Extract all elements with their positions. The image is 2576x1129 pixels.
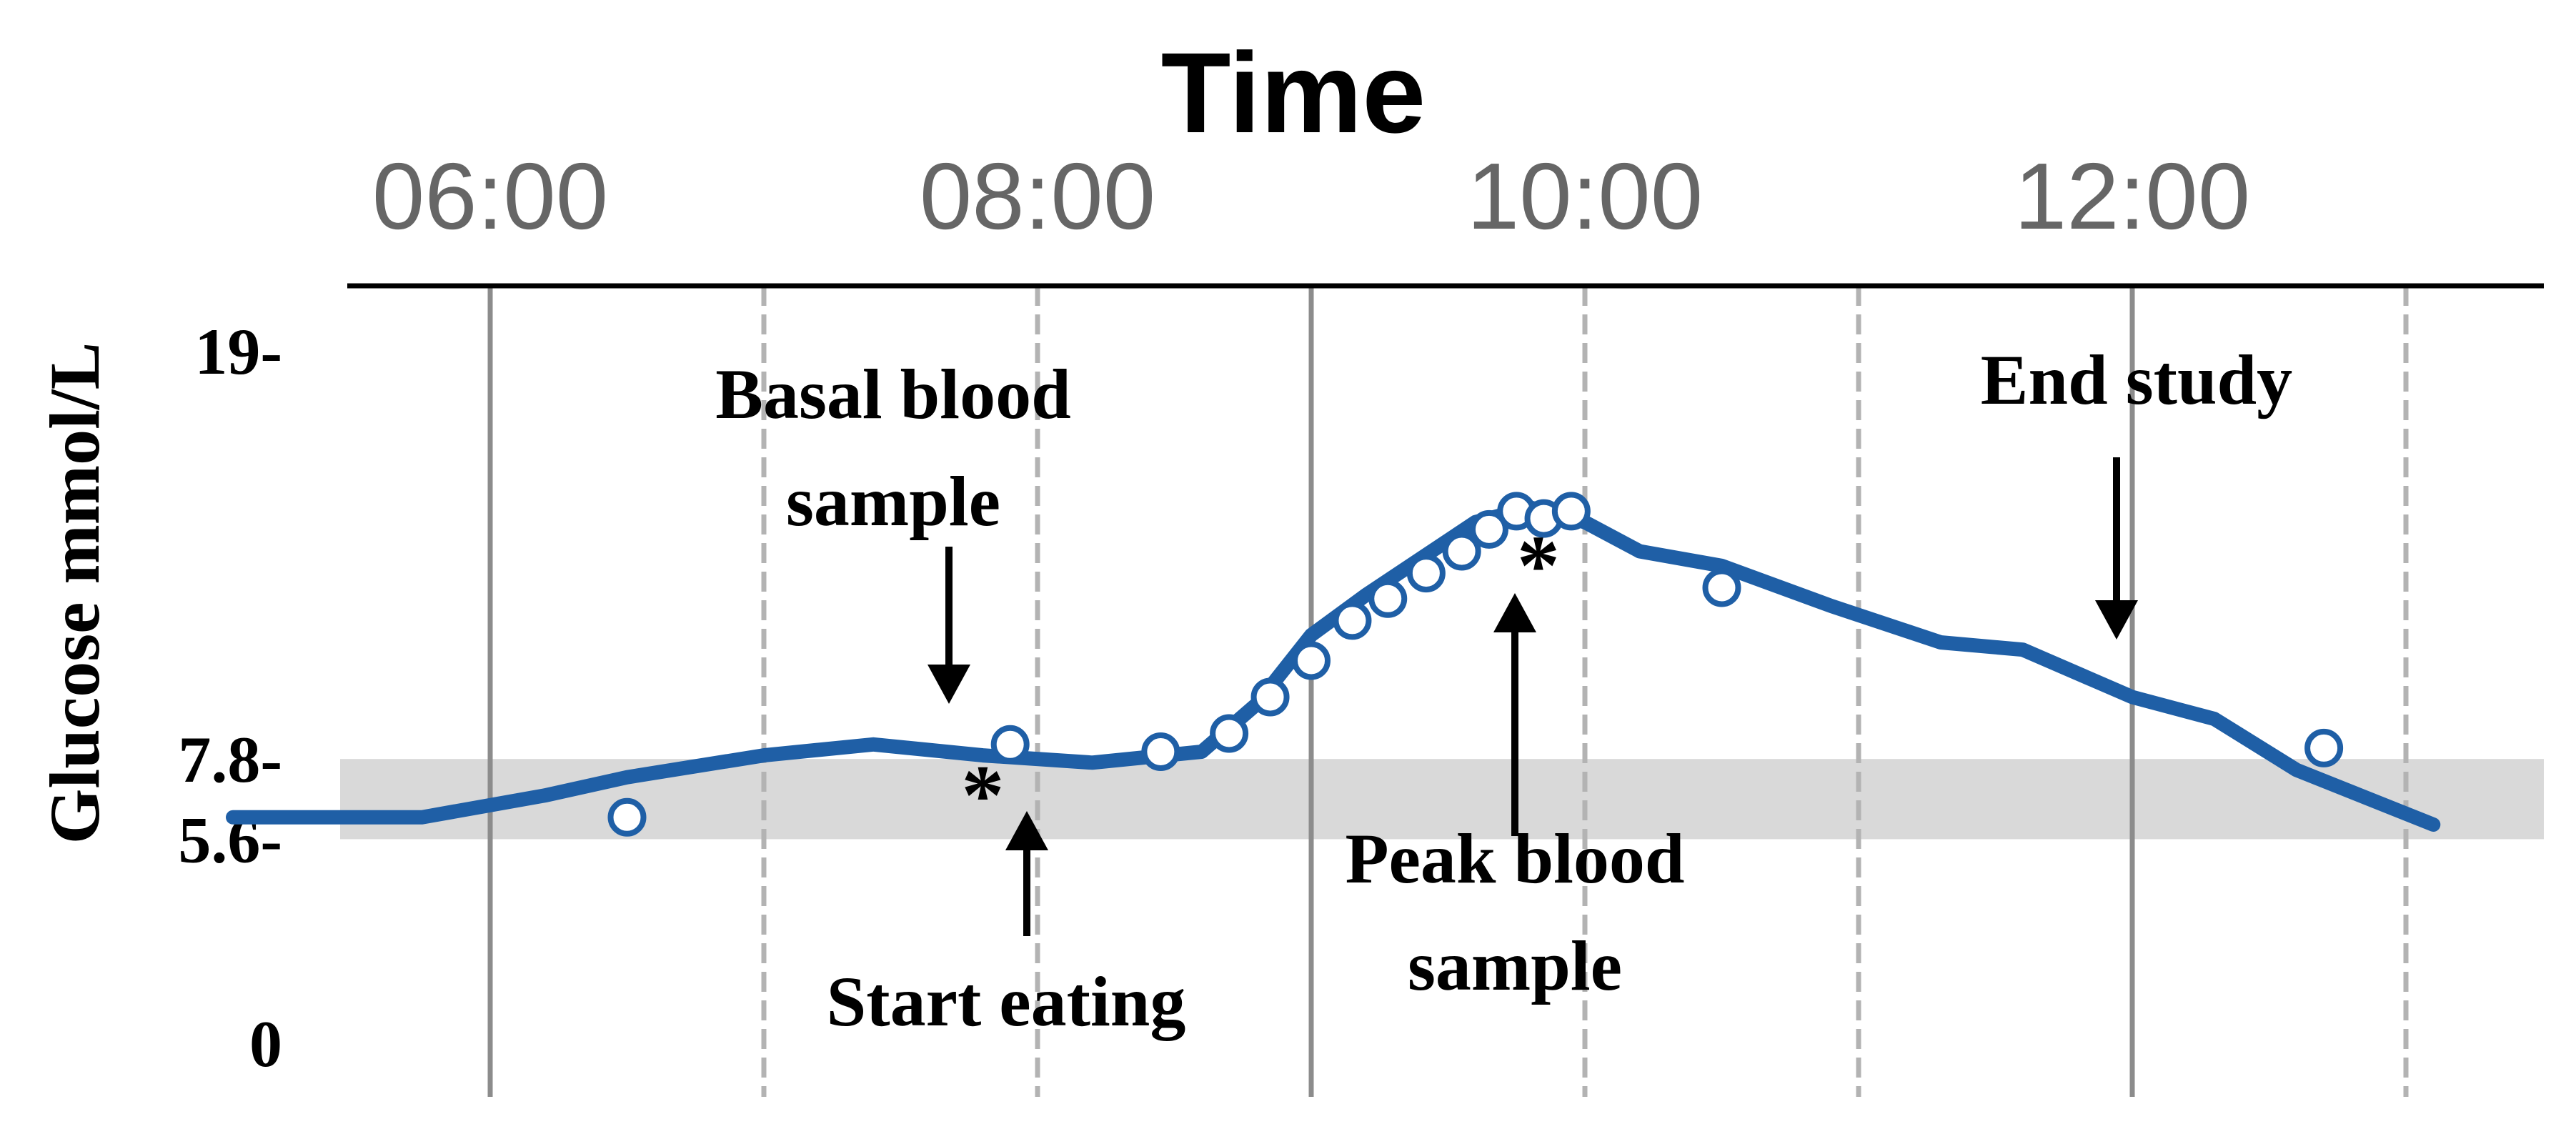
down-arrow-icon <box>928 665 970 704</box>
y-tick-label: 19- <box>194 315 282 388</box>
x-tick-labels: 06:00 08:00 10:00 12:00 <box>372 144 2250 249</box>
sample-point <box>1210 714 1249 753</box>
annotation-start-eating: Start eating <box>827 811 1186 1041</box>
sample-point <box>2304 728 2344 767</box>
sample-points <box>607 492 2344 837</box>
sample-point <box>1702 568 1741 607</box>
annotation-basal: Basal blood sample <box>715 354 1071 704</box>
y-tick-label: 0 <box>249 1008 282 1080</box>
y-tick-label: 7.8- <box>178 723 282 796</box>
up-arrow-icon <box>1493 593 1536 632</box>
annotation-text: Start eating <box>827 962 1186 1041</box>
sample-point <box>990 725 1030 764</box>
asterisk-marker: * <box>961 747 1004 842</box>
sample-point <box>1368 579 1408 618</box>
sample-point <box>1141 732 1180 771</box>
annotation-text: End study <box>1981 340 2292 419</box>
annotation-text: sample <box>1408 926 1622 1005</box>
annotation-text: sample <box>786 462 1000 541</box>
normal-range-band <box>340 759 2544 840</box>
x-tick-label: 08:00 <box>920 144 1155 249</box>
chart-title: Time <box>1161 29 1426 156</box>
sample-point <box>1406 554 1446 593</box>
asterisk-marker: * <box>1517 518 1560 613</box>
sample-point <box>1551 492 1591 531</box>
sample-point <box>1333 601 1372 640</box>
sample-point <box>607 797 647 837</box>
annotation-end-study: End study <box>1981 340 2292 640</box>
down-arrow-icon <box>2095 600 2138 640</box>
x-tick-label: 12:00 <box>2014 144 2250 249</box>
markers: * * <box>961 518 1559 842</box>
sample-point <box>1469 509 1508 549</box>
annotation-text: Basal blood <box>715 354 1070 434</box>
x-tick-label: 10:00 <box>1467 144 1703 249</box>
sample-point <box>1292 641 1331 680</box>
x-tick-label: 06:00 <box>372 144 608 249</box>
y-axis-label: Glucose mmol/L <box>35 342 114 845</box>
sample-point <box>1250 677 1290 717</box>
annotation-peak: Peak blood sample <box>1345 593 1685 1005</box>
up-arrow-icon <box>1005 811 1048 850</box>
sample-point <box>1442 532 1481 571</box>
